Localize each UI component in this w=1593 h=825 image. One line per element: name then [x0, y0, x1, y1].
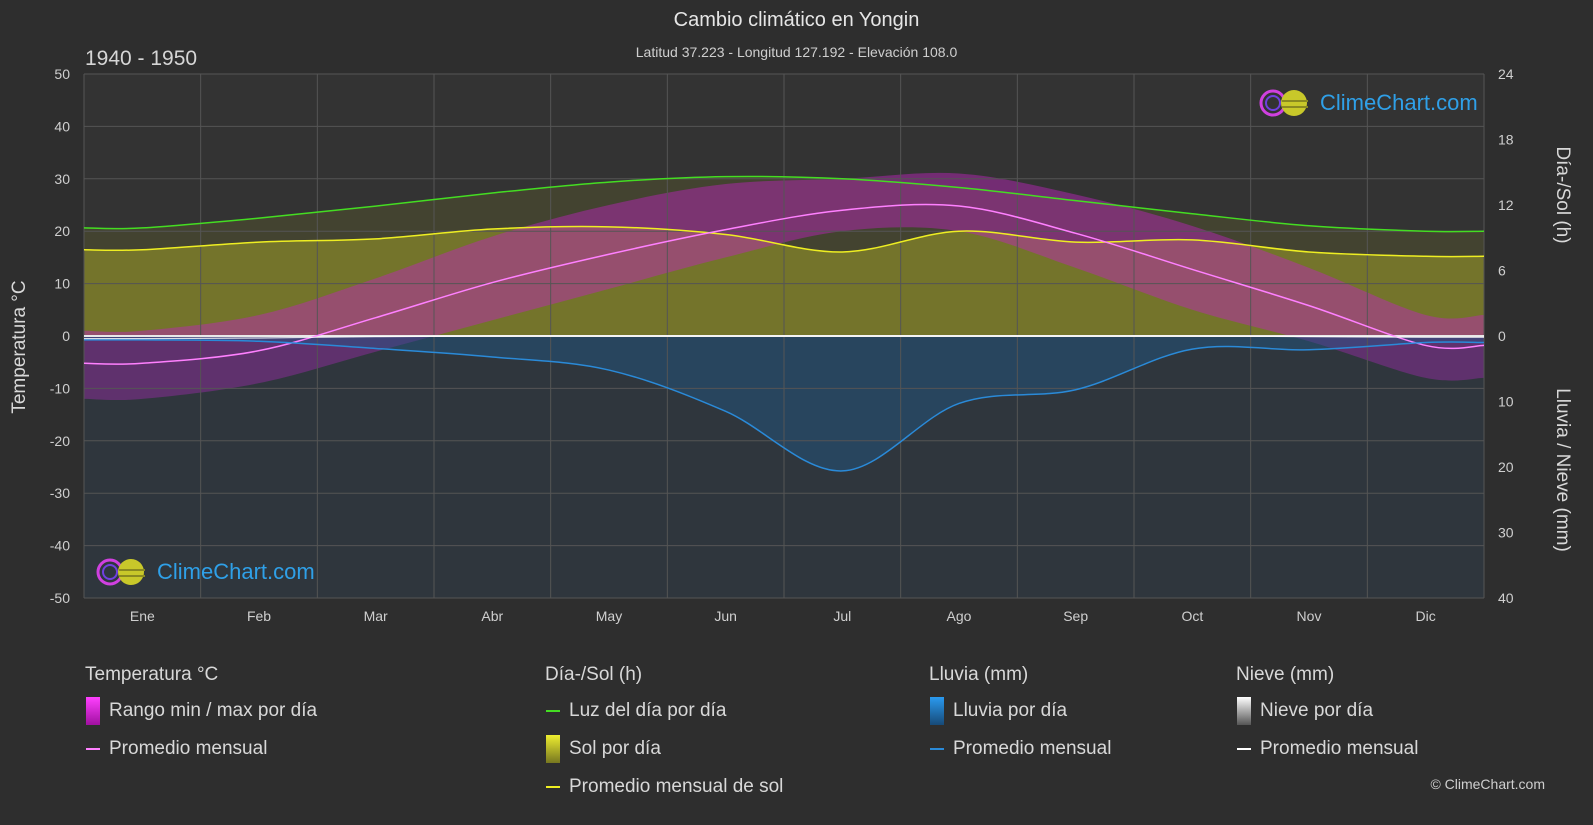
- legend-item-rain-avg: Promedio mensual: [929, 730, 1111, 768]
- legend-item-temp-range: Rango min / max por día: [85, 692, 317, 730]
- legend-snow: Nieve (mm) Nieve por día Promedio mensua…: [1236, 664, 1418, 768]
- y-right-top-tick-label: 12: [1498, 197, 1514, 213]
- period-label: 1940 - 1950: [85, 47, 198, 70]
- legend-label: Luz del día por día: [569, 700, 727, 721]
- legend-rain: Lluvia (mm) Lluvia por día Promedio mens…: [929, 664, 1111, 768]
- x-tick-label: Abr: [481, 608, 503, 624]
- snow-avg-swatch: [1237, 748, 1251, 750]
- y-left-tick-label: 40: [54, 118, 70, 134]
- legend-label: Lluvia por día: [953, 700, 1068, 721]
- legend-title: Lluvia (mm): [929, 664, 1029, 685]
- chart-subtitle: Latitud 37.223 - Longitud 127.192 - Elev…: [635, 44, 958, 60]
- legend-label: Rango min / max por día: [109, 700, 318, 721]
- snow-swatch: [1237, 697, 1251, 725]
- legend-item-snow-avg: Promedio mensual: [1236, 730, 1418, 768]
- y-left-tick-label: -30: [50, 485, 70, 501]
- y-left-tick-label: 50: [54, 66, 70, 82]
- snow-avg-line: [83, 335, 1485, 340]
- sun-avg-line: [83, 225, 1485, 258]
- legend-label: Nieve por día: [1260, 700, 1374, 721]
- legend-temperature: Temperatura °C Rango min / max por día P…: [85, 664, 317, 768]
- legend-item-snow: Nieve por día: [1236, 692, 1418, 730]
- y-axis-right-top-label: Día-/Sol (h): [1552, 146, 1573, 244]
- y-left-tick-label: -50: [50, 590, 70, 606]
- x-tick-label: Jul: [833, 608, 851, 624]
- logo-bottom[interactable]: ClimeChart.com: [95, 557, 315, 587]
- y-right-bottom-tick-label: 10: [1498, 394, 1514, 410]
- y-right-bottom-tick-label: 20: [1498, 459, 1514, 475]
- y-right-top-tick-label: 24: [1498, 66, 1514, 82]
- legend-title: Nieve (mm): [1236, 664, 1335, 685]
- x-tick-label: Sep: [1063, 608, 1088, 624]
- sunshine-swatch: [546, 735, 560, 763]
- y-left-tick-label: 20: [54, 223, 70, 239]
- y-right-bottom-tick-label: 30: [1498, 525, 1514, 541]
- legend-title: Temperatura °C: [85, 664, 219, 685]
- logo-globe-icon: [1259, 89, 1308, 117]
- copyright: © ClimeChart.com: [1430, 776, 1545, 792]
- legend-item-temp-avg: Promedio mensual: [85, 730, 317, 768]
- logo-text: ClimeChart.com: [1320, 90, 1478, 115]
- legend-item-daylight: Luz del día por día: [545, 692, 783, 730]
- legend-sun: Día-/Sol (h) Luz del día por día Sol por…: [545, 664, 783, 806]
- daylight-swatch: [546, 710, 560, 712]
- y-left-tick-label: 0: [62, 328, 70, 344]
- chart-title: Cambio climático en Yongin: [673, 9, 920, 31]
- y-axis-left-label: Temperatura °C: [9, 280, 30, 414]
- legend-item-sun-avg: Promedio mensual de sol: [545, 768, 783, 806]
- x-tick-label: May: [596, 608, 622, 624]
- legend-item-rain: Lluvia por día: [929, 692, 1111, 730]
- legend-label: Promedio mensual: [1260, 738, 1419, 759]
- temp-avg-swatch: [86, 748, 100, 750]
- y-axis-right-bottom-label: Lluvia / Nieve (mm): [1552, 388, 1573, 552]
- y-left-tick-label: 10: [54, 276, 70, 292]
- x-tick-label: Nov: [1297, 608, 1322, 624]
- y-left-tick-label: 30: [54, 171, 70, 187]
- rain-swatch: [930, 697, 944, 725]
- legend-item-sunshine: Sol por día: [545, 730, 783, 768]
- x-tick-label: Ago: [947, 608, 972, 624]
- logo-globe-icon: [96, 558, 145, 586]
- y-right-top-tick-label: 0: [1498, 328, 1506, 344]
- legend-label: Promedio mensual: [109, 738, 268, 759]
- logo-text: ClimeChart.com: [157, 559, 315, 584]
- legend-label: Sol por día: [569, 738, 661, 759]
- x-tick-label: Ene: [130, 608, 155, 624]
- y-left-tick-label: -40: [50, 538, 70, 554]
- x-tick-label: Feb: [247, 608, 271, 624]
- y-right-top-tick-label: 6: [1498, 263, 1506, 279]
- rain-avg-swatch: [930, 748, 944, 750]
- legend-label: Promedio mensual de sol: [569, 776, 784, 797]
- temp-range-swatch: [86, 697, 100, 725]
- legend-label: Promedio mensual: [953, 738, 1112, 759]
- x-tick-label: Dic: [1416, 608, 1436, 624]
- y-left-tick-label: -10: [50, 380, 70, 396]
- x-tick-label: Oct: [1181, 608, 1203, 624]
- x-tick-label: Mar: [364, 608, 388, 624]
- sun-avg-swatch: [546, 786, 560, 788]
- logo-top[interactable]: ClimeChart.com: [1258, 88, 1478, 118]
- y-left-tick-label: -20: [50, 433, 70, 449]
- y-right-bottom-tick-label: 40: [1498, 590, 1514, 606]
- y-right-top-tick-label: 18: [1498, 132, 1514, 148]
- legend-title: Día-/Sol (h): [545, 664, 643, 685]
- rain-avg-line: [83, 339, 1485, 472]
- x-tick-label: Jun: [714, 608, 737, 624]
- temp-avg-line: [83, 203, 1485, 365]
- daylight-line: [83, 175, 1485, 233]
